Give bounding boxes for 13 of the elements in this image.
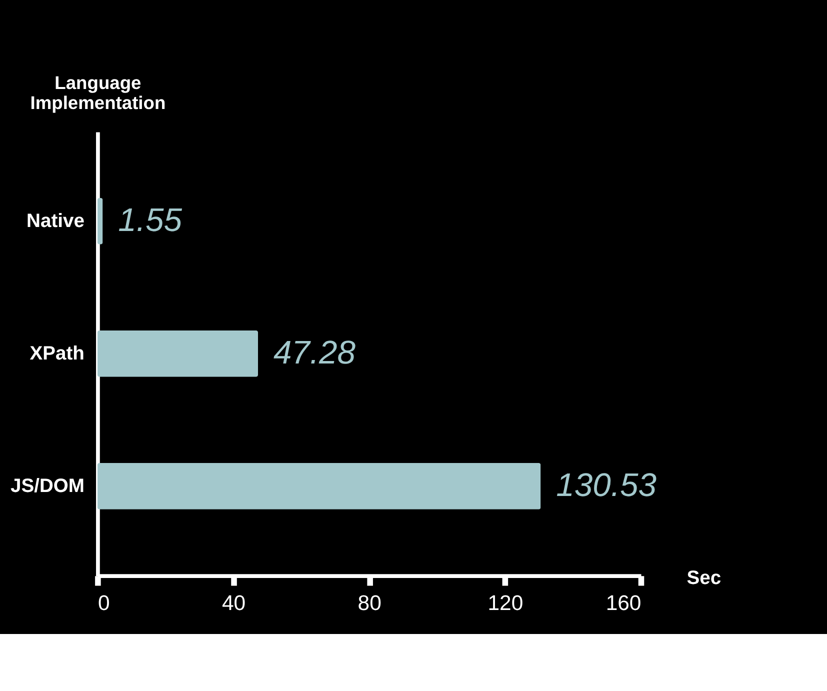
y-tick-label: JS/DOM <box>10 476 84 497</box>
y-axis-title: Language Implementation <box>30 72 166 114</box>
x-tick-label: 80 <box>358 592 382 615</box>
x-tick-label: 40 <box>222 592 246 615</box>
x-tick-label: 120 <box>488 592 524 615</box>
data-label: 47.28 <box>273 333 356 370</box>
data-label: 130.53 <box>556 466 656 503</box>
x-tick-label: 160 <box>606 592 642 615</box>
data-label: 1.55 <box>118 200 183 238</box>
y-tick-label: XPath <box>30 343 84 364</box>
x-tick-label: 0 <box>98 592 110 615</box>
x-axis-title: Sec <box>686 568 722 589</box>
y-tick-label: Native <box>26 210 85 232</box>
